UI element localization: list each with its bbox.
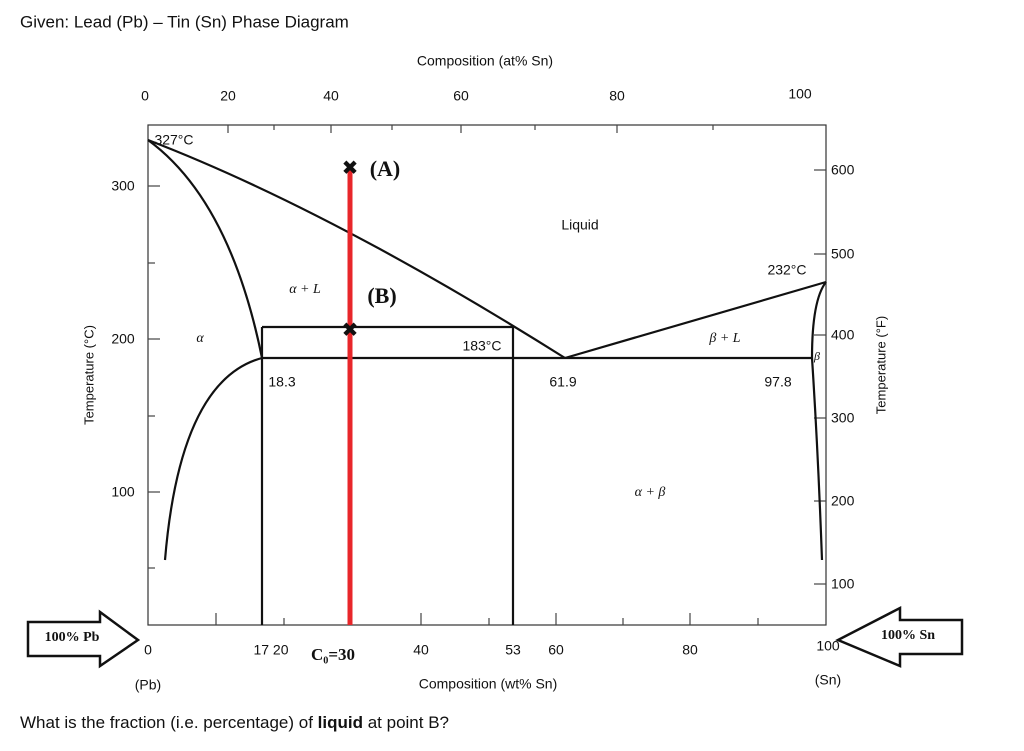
title: Given: Lead (Pb) – Tin (Sn) Phase Diagra… <box>20 12 349 31</box>
annotation: α + L <box>289 282 321 297</box>
bottom-tick: 17 20 <box>253 642 288 658</box>
plot-frame <box>147 124 827 626</box>
annotation: 327°C <box>154 132 193 148</box>
annotation: 183°C <box>462 338 501 354</box>
left-tick: 100 <box>111 484 135 500</box>
bottom-tick: 60 <box>548 642 564 658</box>
right-arrow-label: 100% Sn <box>881 628 935 643</box>
annotation: 61.9 <box>549 374 576 390</box>
top-tick: 80 <box>609 88 625 104</box>
left-tick: 300 <box>111 178 135 194</box>
question-text: at point B? <box>363 713 449 732</box>
annotation: β + L <box>708 331 740 346</box>
bottom-axis-title: Composition (wt% Sn) <box>419 676 558 692</box>
right-tick: 300 <box>831 410 855 426</box>
annotation: 97.8 <box>764 374 791 390</box>
bottom-tick: 80 <box>682 642 698 658</box>
annotation: (B) <box>367 283 396 308</box>
top-tick: 40 <box>323 88 339 104</box>
right-arrow <box>835 605 964 668</box>
annotation: 232°C <box>767 262 806 278</box>
right-tick: 400 <box>831 327 855 343</box>
annotation: (A) <box>370 156 401 181</box>
annotation: α <box>196 331 204 346</box>
right-tick: 200 <box>831 493 855 509</box>
top-axis-title: Composition (at% Sn) <box>417 53 553 69</box>
phase-boundaries: ✖ ✖ <box>147 138 827 625</box>
annotation: 18.3 <box>268 374 295 390</box>
bottom-tick: 40 <box>413 642 429 658</box>
left-arrow <box>26 609 141 669</box>
annotation: α + β <box>635 485 666 500</box>
right-tick: 600 <box>831 162 855 178</box>
left-arrow-label: 100% Pb <box>45 630 100 645</box>
question-text: What is the fraction (i.e. percentage) o… <box>20 713 318 732</box>
bottom-tick: 53 <box>505 642 521 658</box>
ticks <box>148 125 826 625</box>
right-axis-title: Temperature (°F) <box>873 316 888 414</box>
right-tick: 500 <box>831 246 855 262</box>
left-tick: 200 <box>111 331 135 347</box>
top-tick: 100 <box>788 86 812 102</box>
top-tick: 20 <box>220 88 236 104</box>
svg-text:✖: ✖ <box>342 319 359 341</box>
bottom-left-end: (Pb) <box>135 677 161 693</box>
question: What is the fraction (i.e. percentage) o… <box>20 713 449 732</box>
question-bold: liquid <box>318 713 363 732</box>
bottom-right-end: (Sn) <box>815 672 841 688</box>
annotation: Liquid <box>561 217 598 233</box>
right-tick: 100 <box>831 576 855 592</box>
top-tick: 60 <box>453 88 469 104</box>
bottom-tick: 0 <box>144 642 152 658</box>
annotation: β <box>813 349 820 363</box>
bottom-tick: C₀=30 <box>311 645 355 664</box>
top-tick: 0 <box>141 88 149 104</box>
svg-text:✖: ✖ <box>342 157 359 179</box>
left-axis-title: Temperature (°C) <box>81 325 96 425</box>
bottom-tick: 100 <box>816 638 840 654</box>
